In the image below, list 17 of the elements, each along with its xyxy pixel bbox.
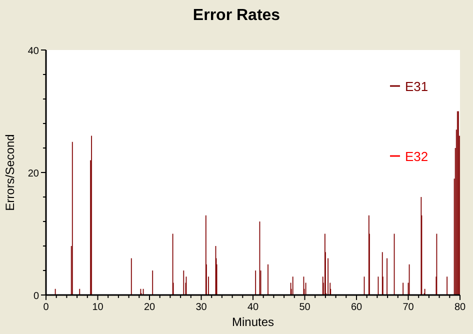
chart-title: Error Rates xyxy=(192,7,280,24)
x-tick-label: 80 xyxy=(454,302,466,313)
y-tick-label: 40 xyxy=(28,46,40,57)
x-axis-title: Minutes xyxy=(232,315,274,329)
x-tick-label: 0 xyxy=(43,302,50,313)
x-tick-label: 10 xyxy=(92,302,104,313)
x-tick-label: 40 xyxy=(247,302,259,313)
x-tick-label: 20 xyxy=(144,302,156,313)
y-tick-label: 20 xyxy=(28,168,40,180)
y-axis-title: Errors/Second xyxy=(3,134,17,211)
x-tick-label: 70 xyxy=(402,302,414,313)
y-tick-label: 0 xyxy=(33,291,40,302)
legend-label: E32 xyxy=(405,149,428,164)
x-tick-label: 60 xyxy=(350,302,362,313)
x-tick-label: 50 xyxy=(299,302,311,313)
x-tick-label: 30 xyxy=(196,302,208,313)
legend-label: E31 xyxy=(405,79,428,94)
